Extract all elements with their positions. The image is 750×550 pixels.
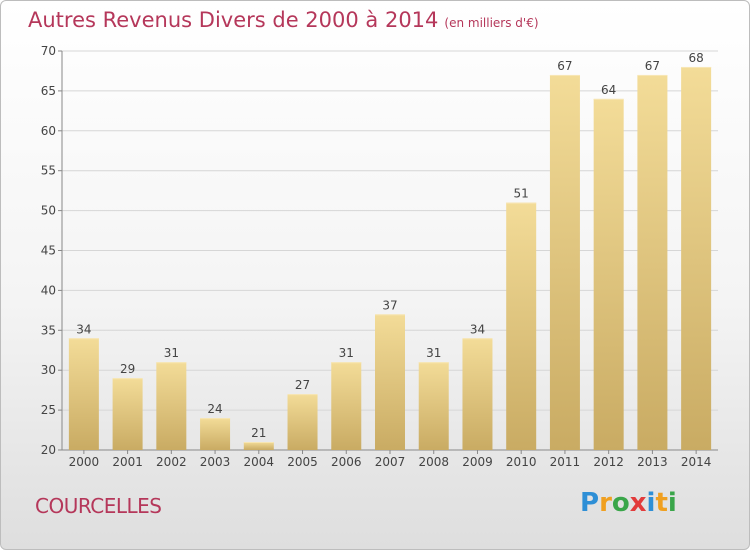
value-label: 27 <box>295 378 310 392</box>
bar-2004 <box>243 442 274 450</box>
y-tick-label: 45 <box>41 244 56 258</box>
y-tick-label: 60 <box>41 124 56 138</box>
y-tick-label: 20 <box>41 443 56 457</box>
x-tick-label: 2000 <box>69 455 100 469</box>
bar-2009 <box>462 338 493 450</box>
value-label: 37 <box>382 298 397 312</box>
logo-letter: P <box>580 488 600 518</box>
value-label: 64 <box>601 83 616 97</box>
bar-2003 <box>200 418 231 450</box>
bar-2011 <box>549 74 580 450</box>
y-tick-label: 35 <box>41 323 56 337</box>
x-tick-label: 2011 <box>550 455 581 469</box>
logo-letter: r <box>599 488 612 518</box>
x-tick-label: 2012 <box>593 455 624 469</box>
bar-2000 <box>68 338 99 450</box>
bar-2012 <box>593 98 624 450</box>
value-label: 24 <box>207 402 222 416</box>
value-label: 31 <box>339 346 354 360</box>
y-tick-label: 65 <box>41 84 56 98</box>
data-labels: 34 29 31 24 21 27 31 37 31 34 51 67 64 67 68 <box>76 51 704 440</box>
x-tick-label: 2007 <box>375 455 406 469</box>
y-tick-label: 30 <box>41 363 56 377</box>
value-label: 34 <box>470 322 485 336</box>
x-tick-label: 2005 <box>287 455 318 469</box>
value-label: 67 <box>645 59 660 73</box>
x-tick-label: 2006 <box>331 455 362 469</box>
bar-2007 <box>375 314 405 450</box>
bar-2014 <box>681 66 712 451</box>
y-tick-label: 55 <box>41 164 56 178</box>
chart-title-main: Autres Revenus Divers de 2000 à 2014 <box>28 8 439 32</box>
bar-2013 <box>637 74 668 450</box>
logo-letter: o <box>611 488 630 518</box>
bar-2008 <box>418 362 449 450</box>
x-tick-label: 2014 <box>681 455 712 469</box>
x-tick-label: 2004 <box>244 455 275 469</box>
chart-title: Autres Revenus Divers de 2000 à 2014 (en … <box>28 8 539 32</box>
logo-letter: i <box>646 488 656 518</box>
bar-2006 <box>331 362 362 450</box>
value-label: 34 <box>76 322 91 336</box>
x-tick-label: 2009 <box>462 455 493 469</box>
value-label: 67 <box>557 59 572 73</box>
value-label: 29 <box>120 362 135 376</box>
x-tick-label: 2002 <box>156 455 187 469</box>
value-label: 21 <box>251 426 266 440</box>
bar-2005 <box>287 394 318 450</box>
chart-title-unit: (en milliers d'€) <box>444 16 539 30</box>
bar-2001 <box>112 378 143 450</box>
value-label: 51 <box>514 187 529 201</box>
x-tick-label: 2010 <box>506 455 537 469</box>
logo-letter: x <box>629 488 647 518</box>
x-tick-label: 2001 <box>112 455 143 469</box>
value-label: 31 <box>426 346 441 360</box>
value-label: 31 <box>164 346 179 360</box>
y-tick-label: 70 <box>41 44 56 58</box>
y-tick-label: 40 <box>41 283 56 297</box>
x-tick-label: 2003 <box>200 455 231 469</box>
x-tick-label: 2008 <box>418 455 449 469</box>
y-tick-label: 25 <box>41 403 56 417</box>
bar-2010 <box>506 202 537 450</box>
location-label: COURCELLES <box>35 494 162 518</box>
value-label: 68 <box>688 51 703 65</box>
logo-letter: t <box>655 488 668 518</box>
x-tick-label: 2013 <box>637 455 668 469</box>
logo-letter: i <box>667 488 677 518</box>
proxiti-logo: Proxiti <box>580 488 677 518</box>
y-tick-label: 50 <box>41 204 56 218</box>
bar-2002 <box>156 362 187 450</box>
bars <box>68 66 712 451</box>
